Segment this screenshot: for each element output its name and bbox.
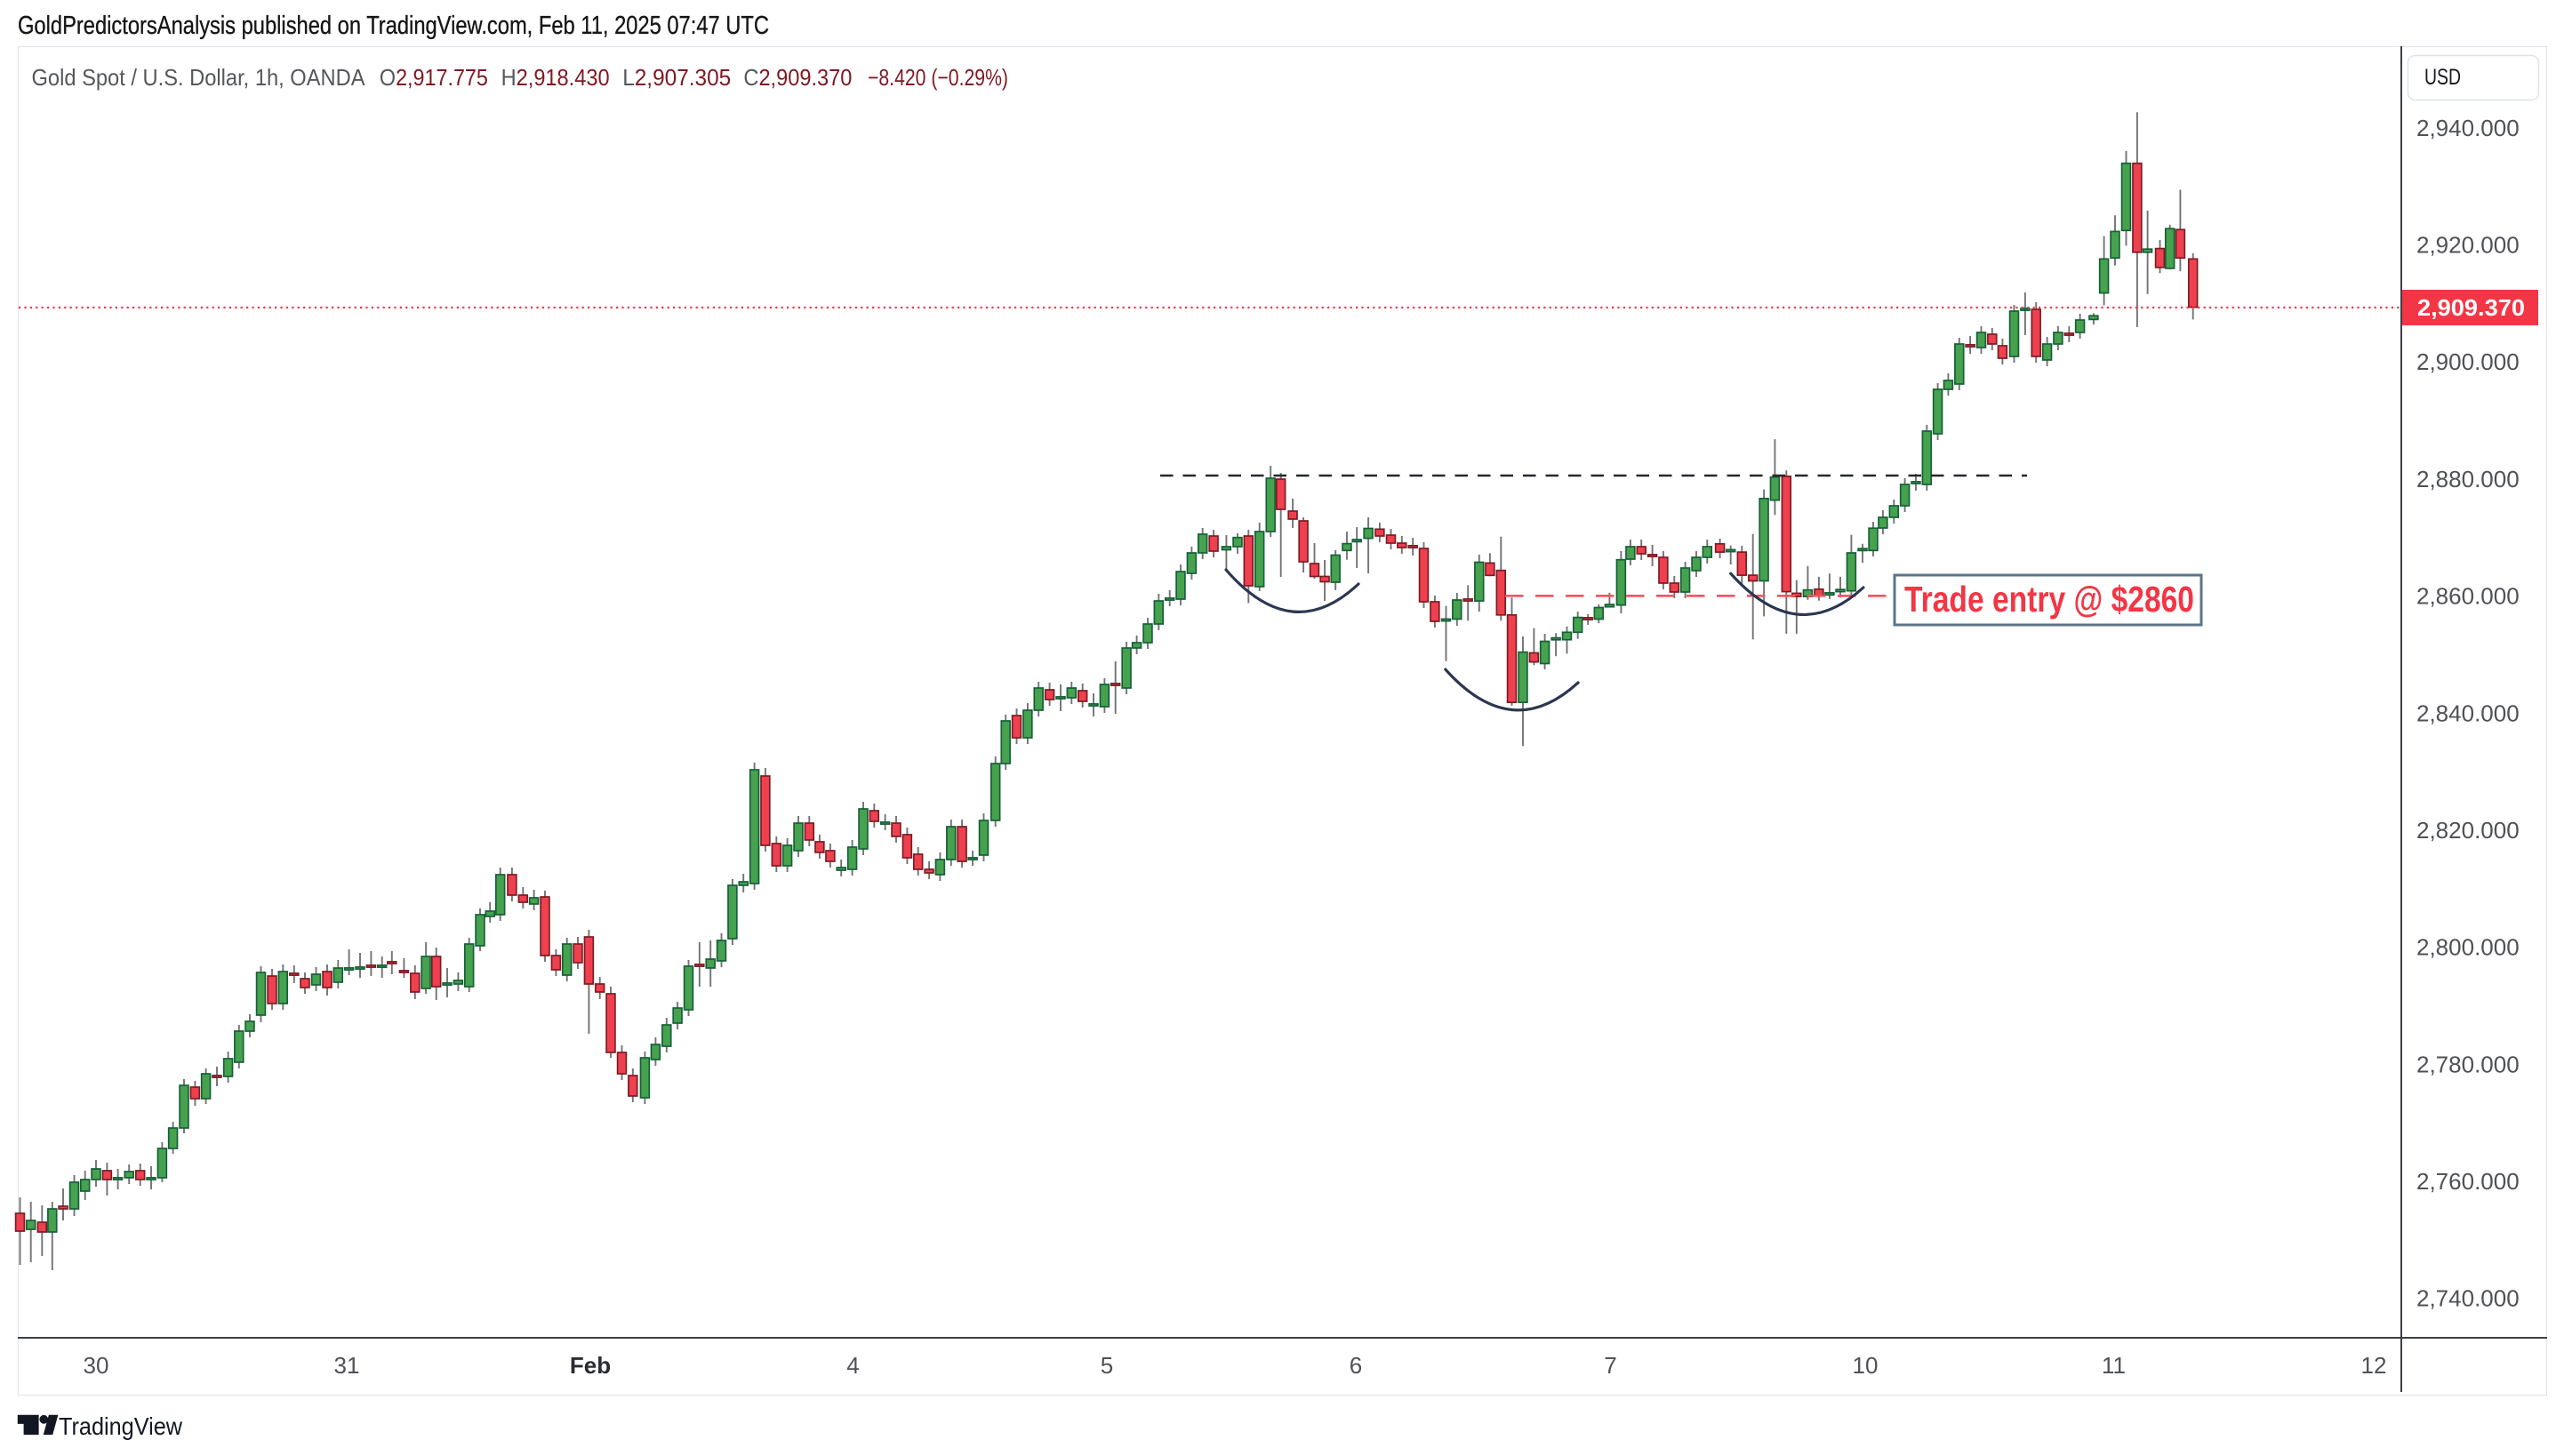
svg-text:Feb: Feb (570, 1352, 611, 1379)
svg-text:4: 4 (846, 1352, 859, 1379)
svg-text:2,840.000: 2,840.000 (2416, 700, 2520, 726)
svg-text:Trade entry @ $2860: Trade entry @ $2860 (1904, 579, 2194, 620)
svg-text:GoldPredictorsAnalysis publish: GoldPredictorsAnalysis published on Trad… (18, 12, 769, 40)
svg-text:2,920.000: 2,920.000 (2416, 232, 2520, 259)
svg-text:2,900.000: 2,900.000 (2416, 348, 2520, 375)
svg-text:USD: USD (2424, 65, 2461, 90)
svg-text:−8.420 (−0.29%): −8.420 (−0.29%) (868, 64, 1008, 91)
svg-text:31: 31 (334, 1352, 360, 1379)
svg-text:2,860.000: 2,860.000 (2416, 583, 2520, 610)
svg-text:H2,918.430: H2,918.430 (501, 64, 610, 91)
svg-text:11: 11 (2102, 1352, 2126, 1379)
svg-text:12: 12 (2361, 1352, 2387, 1379)
svg-text:6: 6 (1350, 1352, 1362, 1379)
svg-text:2,909.370: 2,909.370 (2417, 294, 2525, 321)
svg-text:2,940.000: 2,940.000 (2416, 115, 2520, 141)
svg-text:2,740.000: 2,740.000 (2416, 1285, 2520, 1312)
svg-text:2,780.000: 2,780.000 (2416, 1051, 2520, 1077)
svg-text:5: 5 (1101, 1352, 1113, 1379)
svg-text:7: 7 (1604, 1352, 1616, 1379)
svg-text:10: 10 (1853, 1352, 1879, 1379)
svg-text:TradingView: TradingView (59, 1412, 183, 1440)
svg-text:2,800.000: 2,800.000 (2416, 934, 2520, 961)
svg-text:30: 30 (84, 1352, 109, 1379)
svg-text:2,880.000: 2,880.000 (2416, 466, 2520, 492)
svg-text:2,760.000: 2,760.000 (2416, 1168, 2520, 1195)
svg-text:C2,909.370: C2,909.370 (743, 64, 852, 91)
svg-text:L2,907.305: L2,907.305 (622, 64, 731, 91)
svg-text:Gold Spot / U.S. Dollar, 1h, O: Gold Spot / U.S. Dollar, 1h, OANDA (32, 64, 366, 91)
svg-text:2,820.000: 2,820.000 (2416, 817, 2520, 844)
svg-text:O2,917.775: O2,917.775 (380, 64, 488, 91)
